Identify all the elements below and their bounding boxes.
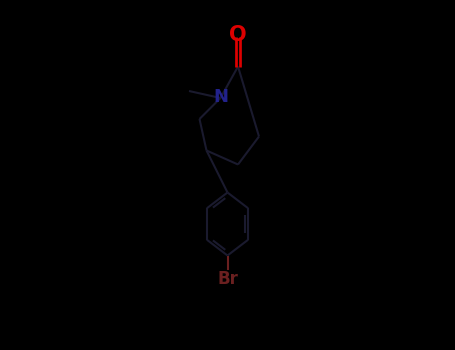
- Text: N: N: [214, 88, 229, 106]
- Text: Br: Br: [217, 270, 238, 288]
- Text: O: O: [229, 25, 247, 45]
